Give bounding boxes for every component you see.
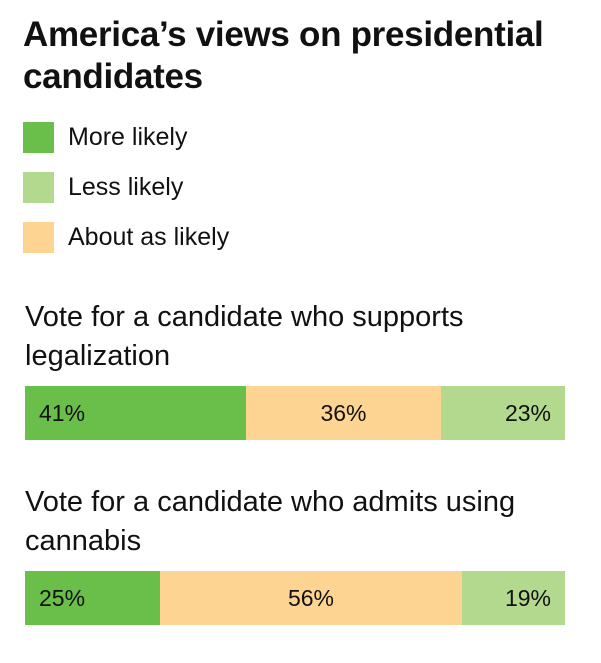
legend-item-about-as-likely: About as likely bbox=[23, 220, 229, 254]
bar-segment-about-as-likely bbox=[246, 386, 441, 440]
bar-data-label: 25% bbox=[39, 585, 86, 611]
bar-chart-title: Vote for a candidate who supports legali… bbox=[25, 301, 464, 372]
legend-label-more-likely: More likely bbox=[68, 122, 188, 151]
bar-data-label: 56% bbox=[287, 585, 335, 611]
chart-title: America’s views on presidential candidat… bbox=[23, 15, 544, 96]
stacked-bar: 25% 56% 19% bbox=[25, 571, 565, 625]
bar-chart-title: Vote for a candidate who admits using ca… bbox=[25, 486, 516, 557]
legend-label-less-likely: Less likely bbox=[68, 172, 184, 201]
bar-data-label: 23% bbox=[504, 400, 551, 426]
bar-segment-more-likely bbox=[25, 386, 246, 440]
stacked-bar-chart-cannabis-use: Vote for a candidate who admits using ca… bbox=[25, 483, 585, 625]
bar-segment-less-likely bbox=[462, 571, 565, 625]
legend-label-about-as-likely: About as likely bbox=[68, 222, 230, 251]
stacked-bar-chart-legalization: Vote for a candidate who supports legali… bbox=[25, 298, 585, 440]
bar-data-label: 36% bbox=[320, 400, 367, 426]
bar-segment-more-likely bbox=[25, 571, 160, 625]
stacked-bar: 41% 36% 23% bbox=[25, 386, 565, 440]
legend-swatch-more-likely bbox=[23, 121, 54, 153]
legend-swatch-less-likely bbox=[23, 171, 54, 203]
bar-segment-about-as-likely bbox=[160, 571, 462, 625]
bar-segment-less-likely bbox=[441, 386, 565, 440]
legend-swatch-about-as-likely bbox=[23, 221, 54, 253]
bar-data-label: 19% bbox=[504, 585, 551, 611]
legend-item-less-likely: Less likely bbox=[23, 170, 229, 204]
legend: More likely Less likely About as likely bbox=[23, 120, 229, 270]
bar-data-label: 41% bbox=[39, 400, 86, 426]
legend-item-more-likely: More likely bbox=[23, 120, 229, 154]
